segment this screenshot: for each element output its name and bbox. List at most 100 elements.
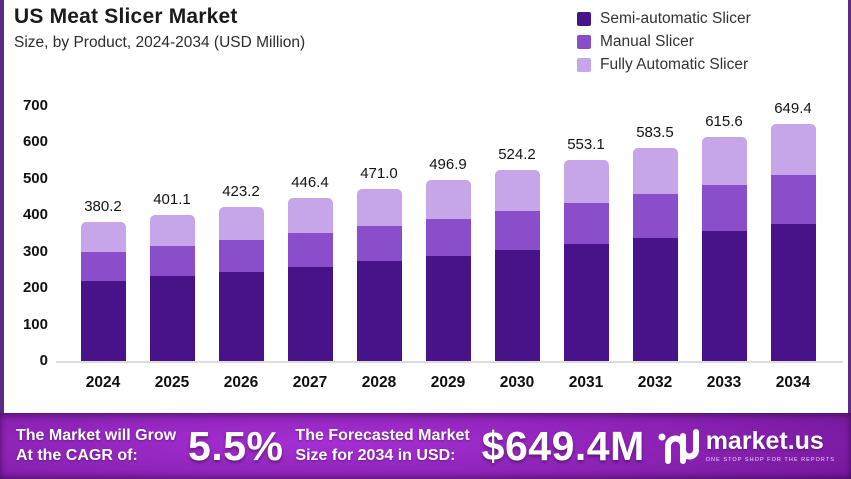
brand-logo: market.us ONE STOP SHOP FOR THE REPORTS <box>657 428 835 464</box>
bar-segment-manual-slicer <box>356 226 402 262</box>
legend-item: Manual Slicer <box>577 30 751 53</box>
frame-border-right <box>848 0 851 413</box>
bar-segment-semi-automatic-slicer <box>632 237 678 361</box>
forecast-label-line2: Size for 2034 in USD: <box>295 447 456 464</box>
bar-2029 <box>425 179 471 361</box>
y-axis-tick-label: 600 <box>22 133 48 151</box>
bar-segment-manual-slicer <box>701 184 747 231</box>
x-axis-tick-label: 2034 <box>775 374 811 391</box>
bar-segment-semi-automatic-slicer <box>425 255 471 361</box>
bar-segment-fully-automatic-slicer <box>149 214 195 247</box>
bar-segment-manual-slicer <box>149 246 195 277</box>
bar-segment-manual-slicer <box>80 252 126 281</box>
x-axis-tick-label: 2027 <box>292 374 328 391</box>
bar-segment-manual-slicer <box>425 218 471 256</box>
forecast-label-line1: The Forecasted Market <box>295 427 470 445</box>
bar-2033 <box>701 136 747 361</box>
legend-label: Manual Slicer <box>600 32 694 50</box>
bar-2027 <box>287 198 333 361</box>
x-axis-tick-label: 2025 <box>154 374 190 391</box>
bar-segment-semi-automatic-slicer <box>563 244 609 361</box>
frame-border-left <box>0 0 4 413</box>
y-axis-tick-label: 200 <box>22 279 48 297</box>
bar-segment-semi-automatic-slicer <box>287 266 333 361</box>
bottom-banner: The Market will Grow At the CAGR of: 5.5… <box>0 413 851 479</box>
bar-segment-manual-slicer <box>632 194 678 238</box>
bar-segment-manual-slicer <box>218 239 264 272</box>
x-axis-tick-label: 2028 <box>361 374 397 391</box>
bar-segment-fully-automatic-slicer <box>701 136 747 185</box>
bar-2031 <box>563 159 609 361</box>
x-axis-tick-label: 2024 <box>85 374 121 391</box>
bar-2032 <box>632 148 678 361</box>
bar-2034 <box>770 124 816 361</box>
bar-total-label: 401.1 <box>153 190 191 208</box>
bar-segment-semi-automatic-slicer <box>770 223 816 361</box>
cagr-label-line1: The Market will Grow <box>16 427 177 445</box>
x-axis-tick-label: 2029 <box>430 374 466 391</box>
x-axis-tick-label: 2031 <box>568 374 604 391</box>
bar-segment-semi-automatic-slicer <box>356 261 402 361</box>
bar-segment-manual-slicer <box>563 202 609 245</box>
bar-segment-fully-automatic-slicer <box>632 148 678 195</box>
y-axis-tick-label: 100 <box>22 315 48 333</box>
bar-segment-fully-automatic-slicer <box>356 189 402 227</box>
page-title: US Meat Slicer Market <box>14 5 238 28</box>
bar-segment-manual-slicer <box>494 211 540 251</box>
cagr-value: 5.5% <box>188 422 284 469</box>
bar-total-label: 496.9 <box>429 155 467 173</box>
legend-item: Semi-automatic Slicer <box>577 7 751 30</box>
legend-item: Fully Automatic Slicer <box>577 53 751 76</box>
bar-segment-fully-automatic-slicer <box>563 159 609 203</box>
bar-segment-manual-slicer <box>770 175 816 224</box>
bar-2028 <box>356 189 402 361</box>
legend-label: Fully Automatic Slicer <box>600 55 749 73</box>
bar-segment-semi-automatic-slicer <box>701 230 747 361</box>
bar-total-label: 553.1 <box>567 135 605 153</box>
bar-2026 <box>218 206 264 361</box>
x-axis-tick-label: 2030 <box>499 374 535 391</box>
bar-segment-semi-automatic-slicer <box>80 280 126 361</box>
bar-total-label: 471.0 <box>360 165 398 183</box>
bar-2025 <box>149 214 195 361</box>
y-axis-tick-label: 500 <box>22 169 48 187</box>
bar-segment-fully-automatic-slicer <box>494 170 540 212</box>
legend-swatch-icon <box>577 34 591 49</box>
bar-total-label: 446.4 <box>291 174 329 192</box>
y-axis-tick-label: 400 <box>22 206 48 224</box>
y-axis-tick-label: 0 <box>39 352 48 369</box>
forecast-value: $649.4M <box>481 422 645 469</box>
bar-segment-fully-automatic-slicer <box>425 179 471 219</box>
legend-swatch-icon <box>577 57 591 72</box>
x-axis-tick-label: 2033 <box>706 374 742 391</box>
y-axis-tick-label: 300 <box>22 242 48 260</box>
bar-segment-semi-automatic-slicer <box>149 276 195 361</box>
y-axis-tick-label: 700 <box>22 97 48 114</box>
bar-segment-manual-slicer <box>287 233 333 267</box>
brand-name: market.us <box>705 427 824 455</box>
bar-segment-fully-automatic-slicer <box>218 206 264 240</box>
legend-swatch-icon <box>577 11 591 26</box>
bar-total-label: 615.6 <box>705 112 743 130</box>
marketus-logo-icon <box>658 429 699 464</box>
bar-total-label: 524.2 <box>498 146 536 164</box>
bar-total-label: 380.2 <box>84 198 122 216</box>
page-subtitle: Size, by Product, 2024-2034 (USD Million… <box>14 34 306 51</box>
x-axis-tick-label: 2032 <box>637 374 673 391</box>
cagr-label: The Market will Grow At the CAGR of: <box>16 426 176 465</box>
bar-total-label: 423.2 <box>222 182 260 200</box>
bar-segment-fully-automatic-slicer <box>80 222 126 253</box>
x-axis-tick-label: 2026 <box>223 374 259 391</box>
x-axis-line <box>56 361 843 363</box>
bar-segment-semi-automatic-slicer <box>218 271 264 361</box>
forecast-label: The Forecasted Market Size for 2034 in U… <box>295 426 469 465</box>
bar-2030 <box>494 170 540 361</box>
bar-2024 <box>80 222 126 361</box>
bar-segment-semi-automatic-slicer <box>494 250 540 361</box>
brand-text: market.us ONE STOP SHOP FOR THE REPORTS <box>705 427 835 464</box>
bar-total-label: 649.4 <box>774 100 812 118</box>
legend-label: Semi-automatic Slicer <box>600 9 751 27</box>
stacked-bar-chart: 0 100 200 300 400 500 600 700 380.2 2024 401.1 2025… <box>0 90 851 412</box>
bar-segment-fully-automatic-slicer <box>287 198 333 234</box>
